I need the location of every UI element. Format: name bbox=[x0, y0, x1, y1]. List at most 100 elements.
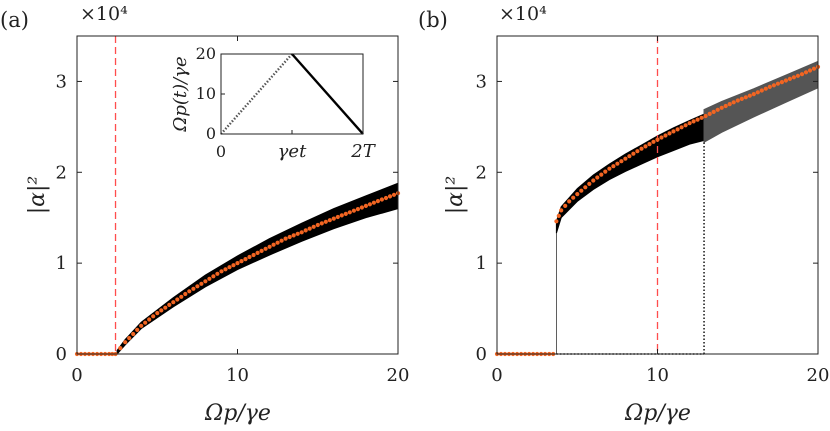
panel-a-y-tick-label: 3 bbox=[56, 71, 67, 92]
panel-a-series-marker bbox=[127, 336, 132, 341]
panel-b-series-marker bbox=[755, 90, 760, 95]
inset-background bbox=[221, 54, 363, 134]
panel-a-series-marker bbox=[179, 294, 184, 299]
panel-a-y-tick-label: 0 bbox=[56, 344, 67, 365]
panel-a-series-marker bbox=[199, 281, 204, 286]
panel-a-series-marker bbox=[227, 265, 232, 270]
panel-b-y-multiplier: ×10⁴ bbox=[499, 3, 547, 25]
panel-a-series-marker bbox=[143, 320, 148, 325]
panel-b-series-marker bbox=[747, 93, 752, 98]
panel-a-series-marker bbox=[175, 297, 180, 302]
panel-b-series-marker bbox=[619, 159, 624, 164]
panel-a-series-marker bbox=[211, 274, 216, 279]
panel-a-series-marker bbox=[118, 346, 123, 351]
panel-a-x-ticks: 0 10 20 bbox=[71, 36, 409, 386]
panel-b-y-tick-label: 3 bbox=[476, 71, 487, 92]
panel-a-series-marker bbox=[183, 291, 188, 297]
panel-b-series-marker bbox=[651, 139, 656, 144]
panel-a-y-ticks: 0 1 2 3 bbox=[56, 71, 398, 365]
panel-a-series-marker bbox=[263, 246, 268, 251]
panel-b: (b) ×10⁴ 0 10 20 0 1 2 3 Ωp/γe |α|² bbox=[418, 3, 829, 426]
panel-a-series-layer bbox=[74, 191, 401, 357]
panel-b-series-marker bbox=[663, 133, 668, 138]
panel-b-series-point bbox=[671, 129, 676, 134]
panel-a-series-point bbox=[235, 261, 240, 266]
panel-b-series-marker bbox=[615, 161, 620, 166]
panel-a-series-marker bbox=[355, 207, 360, 212]
inset-y-tick-label: 20 bbox=[196, 44, 216, 63]
panel-b-series-marker bbox=[731, 100, 736, 105]
panel-b-series-point bbox=[607, 166, 612, 171]
panel-a-series-marker bbox=[243, 257, 248, 262]
panel-a-series-marker bbox=[159, 308, 164, 313]
panel-a-series-marker bbox=[383, 195, 389, 201]
panel-b-series-marker bbox=[787, 76, 793, 81]
panel-b-x-tick-label: 10 bbox=[646, 365, 669, 386]
panel-b-x-tick-label: 20 bbox=[807, 365, 830, 386]
panel-a-series-point bbox=[123, 340, 128, 345]
panel-b-series-marker bbox=[571, 195, 576, 200]
panel-a-series-point bbox=[379, 197, 384, 202]
panel-b-oscillation-band bbox=[555, 113, 705, 234]
panel-b-series-marker bbox=[683, 123, 688, 128]
panel-b-series-marker bbox=[759, 88, 764, 93]
panel-a-series-marker bbox=[387, 194, 393, 199]
inset-x-tick-label: 2T bbox=[350, 141, 376, 162]
panel-a-series-marker bbox=[359, 205, 364, 210]
panel-a-series-marker bbox=[375, 199, 380, 204]
panel-b-series-marker bbox=[711, 109, 716, 114]
panel-b-series-marker bbox=[795, 73, 801, 78]
panel-a-series-marker bbox=[247, 254, 252, 260]
inset-chart: 0 γet 2T 0 10 20 Ωp(t)/γe bbox=[170, 44, 377, 162]
panel-a-series-point bbox=[171, 300, 176, 305]
inset-y-label: Ωp(t)/γe bbox=[170, 56, 191, 132]
panel-a-series-marker bbox=[323, 219, 328, 224]
panel-b-series-point bbox=[687, 121, 692, 126]
panel-a-series-marker bbox=[147, 317, 152, 322]
panel-a-series-point bbox=[139, 323, 144, 328]
panel-a-series-marker bbox=[223, 267, 228, 272]
panel-b-series-point bbox=[567, 199, 572, 204]
panel-b-series-marker bbox=[556, 213, 561, 218]
panel-a-series-marker bbox=[311, 224, 316, 229]
panel-b-series-marker bbox=[707, 111, 712, 116]
panel-a-series-marker bbox=[191, 286, 196, 291]
panel-a-series-marker bbox=[135, 327, 140, 332]
panel-b-series-point bbox=[799, 72, 805, 77]
panel-b-series-marker bbox=[579, 188, 584, 193]
panel-b-series-marker bbox=[667, 131, 672, 136]
panel-a-series-marker bbox=[319, 221, 324, 226]
panel-a-series-point bbox=[299, 230, 304, 235]
panel-b-series-marker bbox=[603, 169, 608, 174]
panel-a-series-marker bbox=[303, 228, 308, 233]
panel-a-series-point bbox=[315, 222, 320, 228]
panel-a-label: (a) bbox=[0, 8, 29, 32]
panel-a-series-marker bbox=[367, 202, 372, 207]
panel-b-x-tick-label: 0 bbox=[491, 365, 502, 386]
inset-x-tick-label: γet bbox=[278, 141, 307, 162]
panel-a-series-point bbox=[363, 203, 368, 208]
panel-a-series-marker bbox=[351, 208, 356, 213]
panel-b-series-marker bbox=[727, 102, 732, 107]
panel-b-series-marker bbox=[563, 203, 568, 208]
panel-a-series-marker bbox=[207, 276, 212, 281]
panel-b-series-point bbox=[719, 105, 724, 110]
inset-lines-layer bbox=[220, 53, 364, 135]
panel-b-y-ticks: 0 1 2 3 bbox=[476, 71, 818, 365]
panel-a-series-marker bbox=[327, 218, 332, 223]
panel-b-series-point bbox=[783, 78, 789, 83]
panel-b-series-point bbox=[735, 98, 740, 103]
panel-b-series-point bbox=[623, 156, 628, 161]
panel-a-series-point bbox=[203, 279, 208, 284]
inset-ramp-down-line bbox=[291, 53, 364, 135]
panel-b-series-marker bbox=[587, 181, 592, 186]
panel-b-series-marker bbox=[635, 149, 640, 154]
panel-b-series-marker bbox=[803, 70, 809, 75]
panel-b-series-marker bbox=[595, 175, 600, 180]
inset-x-tick-label: 0 bbox=[216, 142, 226, 161]
inset-x-ticks: 0 γet 2T bbox=[216, 130, 377, 162]
panel-b-series-marker bbox=[611, 164, 616, 169]
panel-a-series-marker bbox=[231, 263, 236, 268]
panel-b-series-marker bbox=[675, 127, 680, 132]
panel-b-y-tick-label: 2 bbox=[476, 162, 487, 183]
